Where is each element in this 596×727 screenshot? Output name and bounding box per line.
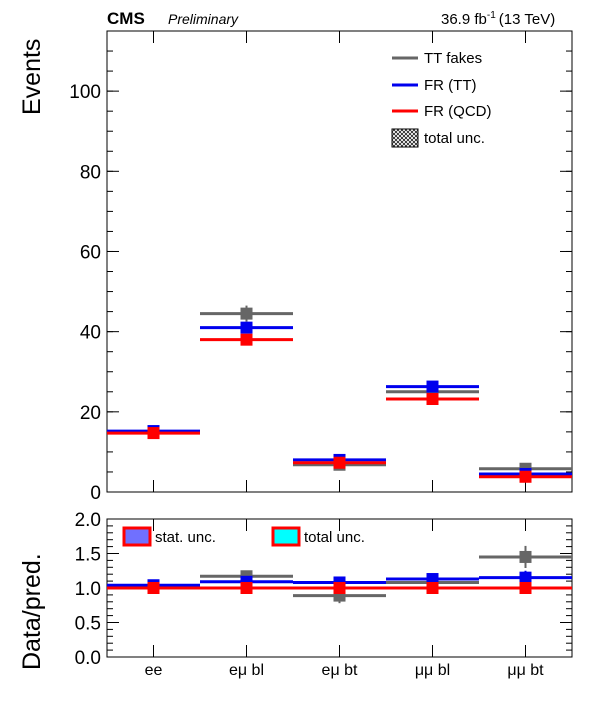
events-ytick-label: 40 [80,323,101,344]
events-panel: 0 20 40 60 80 100 [69,30,573,504]
ratio-ytick-label: 2.0 [75,510,101,531]
ratio-legend-swatch [271,526,301,547]
ratio-legend-label: total unc. [304,529,365,546]
ratio-legend-label: stat. unc. [155,529,216,546]
luminosity-label: 36.9 fb-1 (13 TeV) [441,10,555,28]
events-ytick-label: 0 [90,483,101,504]
ratio-legend-swatch [122,526,152,547]
events-data-point [519,470,532,483]
category-label: eμ bl [229,662,264,679]
events-data-point [147,427,160,440]
ratio-ytick-label: 0.0 [75,648,101,669]
ratio-ytick-label: 0.5 [75,614,101,635]
ratio-data-point [333,582,346,594]
events-series-2 [107,333,572,483]
ratio-series-0 [107,545,572,604]
ratio-axis-title: Data/pred. [18,553,46,670]
events-ytick-label: 100 [69,82,101,103]
category-label: eμ bt [322,662,358,679]
events-data-point [426,380,439,393]
events-ytick-label: 80 [80,162,101,183]
events-data-point [333,456,346,469]
total-unc-swatch [391,128,419,148]
events-ytick-label: 20 [80,403,101,424]
events-ytick-label: 60 [80,242,101,263]
category-label: ee [145,662,163,679]
ratio-data-point [147,582,160,594]
events-data-point [240,307,253,320]
ratio-panel: 0.0 0.5 1.0 1.5 2.0 ee eμ bl eμ bt μμ bl μμ bt [75,510,573,679]
luminosity-value: 36.9 fb [441,11,487,28]
legend-label: FR (TT) [424,77,476,94]
experiment-label: CMS [107,9,145,28]
energy-label: (13 TeV) [499,11,555,28]
legend-label: FR (QCD) [424,103,492,120]
events-data-point [240,333,253,346]
status-label: Preliminary [168,11,239,27]
events-series-0 [107,305,572,475]
legend-label: total unc. [424,130,485,147]
category-label: μμ bl [415,662,450,679]
category-label: μμ bt [507,662,544,679]
ratio-data-point [519,582,532,594]
events-data-point [240,321,253,334]
events-frame [106,30,573,493]
ratio-data-point [240,582,253,594]
ratio-ytick-label: 1.5 [75,545,101,566]
luminosity-exponent: -1 [487,10,496,21]
ratio-data-point [426,582,439,594]
ratio-legend: stat. unc. total unc. [122,526,365,547]
events-axis-title: Events [18,39,46,115]
events-legend: TT fakes FR (TT) FR (QCD) total unc. [391,50,492,148]
ratio-ytick-label: 1.0 [75,579,101,600]
ratio-series-2 [107,582,572,594]
events-series-1 [107,321,572,480]
ratio-data-point [519,550,532,563]
events-data-point [426,392,439,405]
legend-label: TT fakes [424,50,482,67]
ratio-data-point [519,571,532,584]
